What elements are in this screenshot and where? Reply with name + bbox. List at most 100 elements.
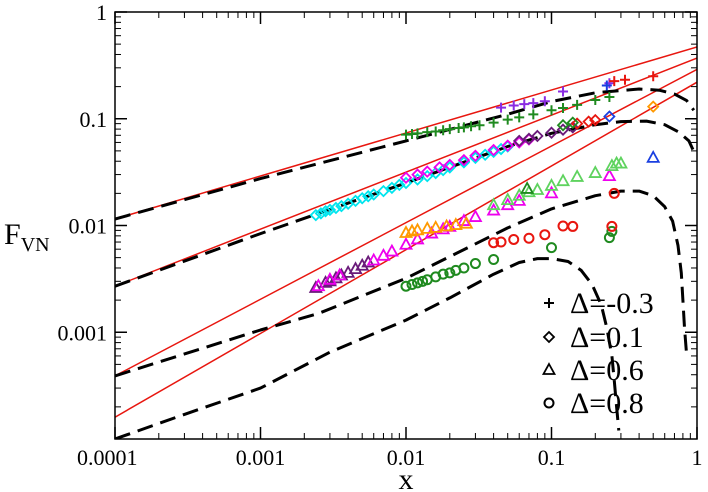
data-point-triangle xyxy=(456,213,471,226)
data-point-circle xyxy=(469,258,481,270)
data-point-diamond xyxy=(570,117,584,130)
data-point-diamond xyxy=(566,121,580,134)
legend-item-delta-0p8: Δ=0.8 xyxy=(543,387,644,420)
data-point-circle xyxy=(437,268,449,280)
data-point-plus xyxy=(546,105,557,116)
series-delta-0p3-red xyxy=(609,71,659,87)
data-point-triangle xyxy=(332,267,347,281)
series-delta-0p1-blue xyxy=(603,110,616,123)
data-point-plus xyxy=(466,121,477,132)
data-point-plus xyxy=(508,100,519,111)
data-point-diamond xyxy=(329,201,343,215)
data-point-plus xyxy=(438,125,449,136)
data-point-diamond xyxy=(420,165,434,178)
data-point-plus xyxy=(528,98,539,109)
y-tick-label: 0.001 xyxy=(58,320,108,345)
x-tick-label: 0.001 xyxy=(236,445,286,470)
data-point-diamond xyxy=(457,153,471,167)
legend-item-delta-0p1: Δ=0.1 xyxy=(542,321,644,354)
data-point-diamond xyxy=(512,134,526,148)
series-delta-0p3-blue xyxy=(601,80,612,91)
data-point-diamond xyxy=(566,116,580,129)
data-point-diamond xyxy=(393,178,406,192)
data-point-diamond xyxy=(501,139,514,152)
data-point-diamond xyxy=(512,136,526,149)
data-point-diamond xyxy=(411,168,424,181)
data-point-triangle xyxy=(588,165,603,178)
data-point-plus xyxy=(514,112,525,123)
data-point-triangle xyxy=(448,217,463,230)
data-point-diamond xyxy=(531,129,544,143)
data-point-diamond xyxy=(309,208,323,222)
series-delta-0p3-green xyxy=(401,91,615,140)
data-point-circle xyxy=(495,236,507,248)
x-tick-label: 1 xyxy=(692,445,703,470)
data-point-circle xyxy=(406,279,418,291)
data-point-triangle xyxy=(486,197,501,211)
data-point-circle xyxy=(608,187,620,199)
data-point-plus xyxy=(539,96,550,107)
legend-item-delta-0p6: Δ=0.6 xyxy=(541,354,644,387)
data-point-circle xyxy=(523,232,535,244)
x-tick-label: 0.1 xyxy=(538,445,566,470)
data-point-plus xyxy=(604,91,615,102)
legend-label: Δ=0.8 xyxy=(570,387,644,420)
series-delta-0p1-red xyxy=(570,113,602,130)
data-point-diamond xyxy=(443,158,457,172)
data-point-circle xyxy=(417,275,429,287)
data-point-circle xyxy=(606,225,618,237)
data-point-diamond xyxy=(411,173,424,186)
y-axis-label-main: F xyxy=(4,218,21,251)
data-point-plus xyxy=(412,128,423,139)
series-delta-0p6-dark-green xyxy=(520,181,535,194)
data-point-triangle xyxy=(318,275,333,288)
data-point-triangle xyxy=(410,231,425,245)
markers-layer xyxy=(308,71,661,293)
data-point-triangle xyxy=(366,252,381,266)
data-point-diamond xyxy=(399,176,413,190)
y-tick-label: 1 xyxy=(96,0,107,25)
data-point-plus xyxy=(619,74,630,85)
y-tick-label: 0.1 xyxy=(80,107,108,132)
data-point-plus xyxy=(458,122,469,133)
series-delta-0p1-orange xyxy=(646,100,660,113)
data-point-plus xyxy=(601,80,612,91)
data-point-circle xyxy=(508,233,520,245)
series-delta-0p8-red xyxy=(488,187,620,249)
data-point-circle xyxy=(458,262,470,274)
data-point-diamond xyxy=(361,189,375,203)
data-point-diamond xyxy=(646,100,660,113)
data-point-plus xyxy=(488,117,499,128)
data-point-circle xyxy=(539,229,551,241)
legend-marker-diamond xyxy=(542,330,556,344)
legend-marker-plus xyxy=(544,298,554,308)
data-point-triangle xyxy=(530,182,545,195)
data-point-plus xyxy=(519,99,530,110)
data-point-plus xyxy=(572,99,583,110)
data-point-triangle xyxy=(555,173,571,187)
data-point-plus xyxy=(590,94,601,105)
theory-curve-theory-delta-0p6 xyxy=(115,189,689,378)
legend-marker-circle xyxy=(543,397,555,409)
data-point-triangle xyxy=(604,158,619,172)
data-point-triangle xyxy=(428,220,443,233)
data-point-plus xyxy=(430,126,441,137)
series-delta-0p8-dark-green xyxy=(400,225,618,292)
data-point-plus xyxy=(528,109,539,120)
data-point-plus xyxy=(648,71,659,82)
data-point-triangle xyxy=(384,243,399,257)
data-point-diamond xyxy=(478,148,492,162)
data-point-plus xyxy=(558,86,569,97)
series-delta-0p6-blue xyxy=(646,150,661,163)
data-point-triangle xyxy=(439,218,454,232)
data-point-triangle xyxy=(570,169,585,182)
data-point-triangle xyxy=(544,185,559,199)
data-point-triangle xyxy=(322,271,337,285)
series-delta-0p1-green xyxy=(556,116,580,132)
data-point-circle xyxy=(488,237,500,249)
data-point-triangle xyxy=(520,181,535,194)
data-point-diamond xyxy=(545,126,558,139)
legend-label: Δ=0.6 xyxy=(570,354,644,387)
